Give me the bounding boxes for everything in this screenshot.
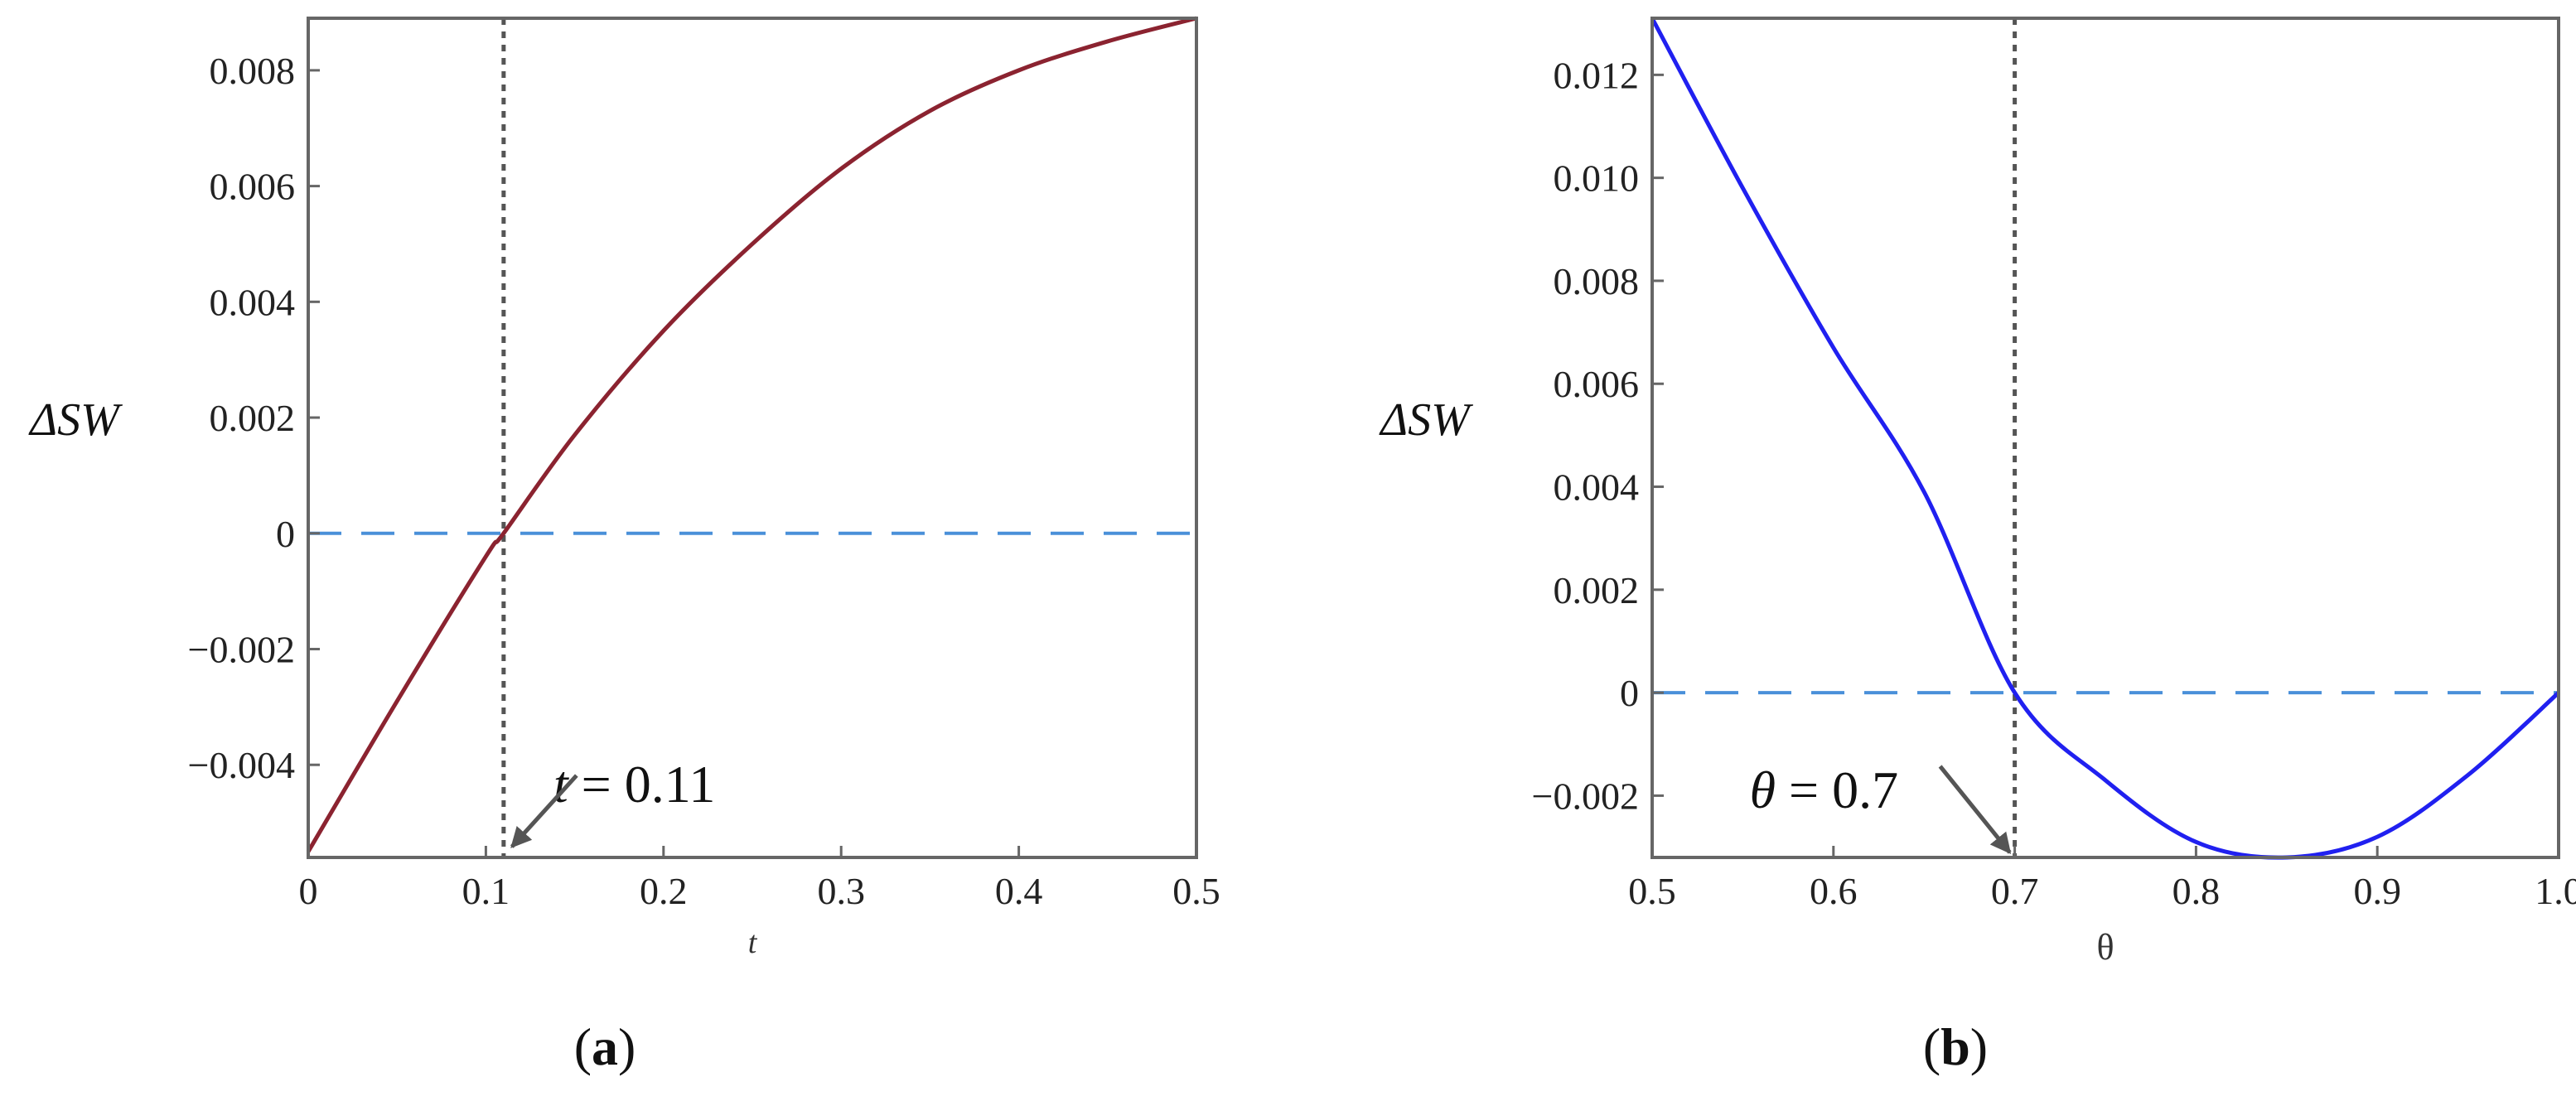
- y-tick-label: 0: [276, 513, 295, 555]
- annotation-arrow: [1938, 765, 2012, 854]
- y-tick-label: 0.002: [1554, 569, 1640, 611]
- x-tick-label: 0.6: [1810, 870, 1858, 912]
- x-tick-label: 0.9: [2353, 870, 2401, 912]
- panel-caption: (a): [574, 1017, 636, 1076]
- series-line: [1650, 17, 2560, 860]
- plot-frame: [1650, 17, 2560, 859]
- threshold-annotation: t = 0.11: [553, 755, 716, 814]
- chart-panel-b: −0.002 0 0.002 0.004 0.006 0.008 0.010 0.012 0.5…: [1379, 17, 2576, 1076]
- series-line: [306, 16, 1197, 853]
- y-tick-label: 0.008: [1554, 260, 1640, 302]
- chart-panel-a: −0.004 −0.002 0 0.002 0.004 0.006 0.008 0 0.1 0.2…: [28, 16, 1220, 1076]
- y-tick-label: 0: [1620, 672, 1639, 714]
- plot-frame: [307, 17, 1198, 859]
- x-tick-label: 0.7: [1991, 870, 2039, 912]
- y-tick-label: 0.006: [210, 166, 296, 208]
- threshold-annotation: θ = 0.7: [1750, 761, 1899, 819]
- x-axis-label: t: [748, 925, 758, 960]
- x-tick-label: 0.3: [817, 870, 865, 912]
- x-axis-label: θ: [2096, 927, 2114, 968]
- x-tick-label: 0: [299, 870, 318, 912]
- y-tick-label: −0.002: [1532, 775, 1639, 817]
- y-axis-label: ΔSW: [1379, 394, 1473, 446]
- y-tick-label: 0.006: [1554, 363, 1640, 405]
- x-tick-label: 1.0: [2535, 870, 2576, 912]
- y-tick-label: −0.004: [188, 744, 295, 786]
- y-tick-label: 0.012: [1554, 54, 1640, 96]
- x-tick-label: 0.4: [995, 870, 1043, 912]
- y-tick-label: 0.002: [210, 397, 296, 439]
- y-tick-label: 0.004: [1554, 466, 1640, 509]
- x-tick-label: 0.5: [1628, 870, 1676, 912]
- y-tick-label: 0.008: [210, 50, 296, 92]
- annotation-arrow: [510, 774, 578, 848]
- x-tick-label: 0.1: [462, 870, 510, 912]
- panel-caption: (b): [1923, 1017, 1988, 1076]
- y-tick-label: −0.002: [188, 628, 295, 670]
- x-tick-label: 0.5: [1172, 870, 1220, 912]
- y-tick-label: 0.010: [1554, 157, 1640, 200]
- x-tick-label: 0.8: [2172, 870, 2221, 912]
- y-tick-label: 0.004: [210, 281, 296, 323]
- y-axis-label: ΔSW: [28, 394, 123, 446]
- x-tick-label: 0.2: [640, 870, 688, 912]
